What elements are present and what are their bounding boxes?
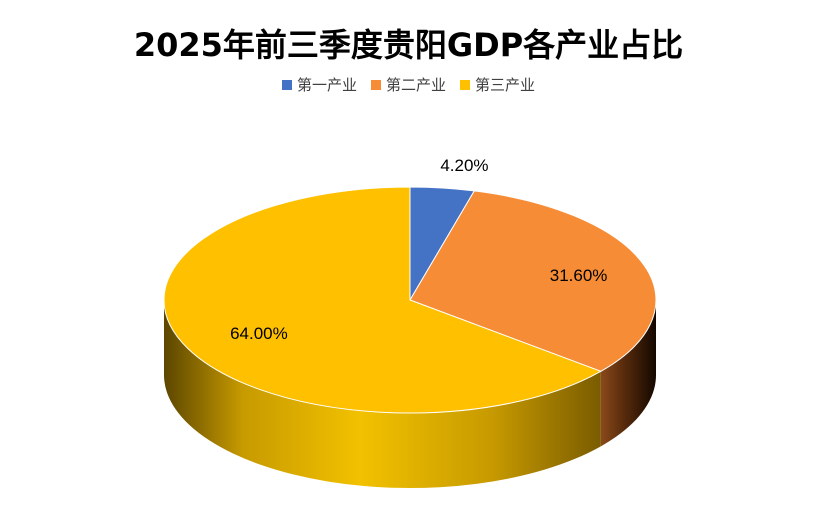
pie-side-tertiary: [163, 300, 601, 488]
legend-label-primary: 第一产业: [296, 76, 357, 94]
data-label-tertiary: 64.00%: [230, 324, 288, 343]
legend-label-tertiary: 第三产业: [475, 76, 536, 94]
legend-swatch-primary: [281, 79, 292, 90]
data-label-primary: 4.20%: [440, 156, 488, 175]
legend-swatch-tertiary: [460, 79, 470, 90]
legend-item-secondary: 第二产业: [370, 74, 446, 95]
legend-item-primary: 第一产业: [281, 74, 357, 95]
data-label-secondary: 31.60%: [550, 266, 608, 285]
pie-tops: [163, 186, 657, 414]
legend: 第一产业 第二产业 第三产业: [0, 74, 817, 95]
pie-side-secondary: [600, 300, 656, 447]
pie-labels: 4.20% 31.60% 64.00%: [230, 156, 607, 343]
pie-slice-secondary: [409, 190, 657, 372]
chart-title: 2025年前三季度贵阳GDP各产业占比: [133, 26, 684, 64]
legend-item-tertiary: 第三产业: [460, 74, 535, 95]
legend-swatch-secondary: [370, 79, 381, 90]
legend-label-secondary: 第二产业: [385, 76, 446, 94]
pie-sides: [163, 300, 656, 488]
pie-slice-tertiary: [163, 186, 602, 414]
